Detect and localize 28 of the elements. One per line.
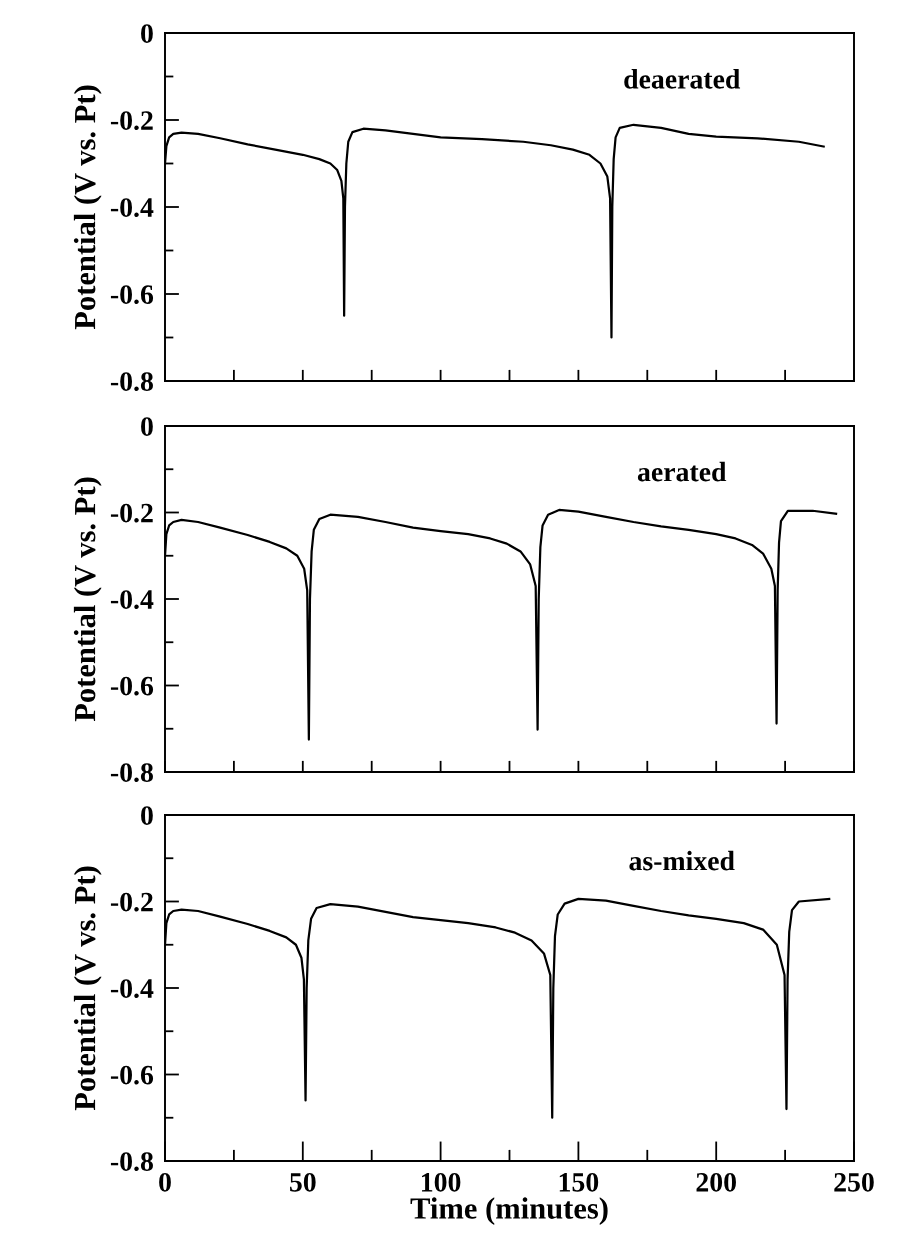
x-tick-label: 200 [696,1172,736,1192]
y-tick-label: 0 [141,417,153,436]
y-tick-label: -0.6 [110,676,154,696]
y-tick-label: 0 [141,806,153,825]
x-tick-label: 250 [834,1172,874,1192]
y-tick-label: -0.6 [110,285,154,305]
x-tick-label: 50 [290,1172,316,1192]
y-axis-title: Potential (V vs. Pt) [73,477,102,722]
y-tick-label: -0.8 [110,763,153,783]
y-tick-label: -0.4 [110,590,154,610]
y-axis-title: Potential (V vs. Pt) [73,85,102,330]
x-axis-title: Time (minutes) [410,1197,608,1226]
y-tick-label: -0.8 [110,372,153,392]
annotation: deaerated [624,69,741,89]
x-tick-label: 150 [559,1172,599,1192]
annotation: aerated [637,461,727,482]
y-axis-title: Potential (V vs. Pt) [73,866,102,1111]
y-tick-label: 0 [141,24,153,43]
y-tick-label: -0.2 [110,892,153,912]
x-tick-label: 100 [421,1172,461,1192]
y-tick-label: -0.4 [110,198,154,218]
annotation: as-mixed [629,850,735,871]
y-tick-label: -0.6 [110,1065,154,1085]
y-tick-label: -0.4 [110,979,154,999]
y-tick-label: -0.8 [110,1152,153,1172]
y-tick-label: -0.2 [110,503,153,523]
x-tick-label: 0 [159,1172,171,1192]
y-tick-label: -0.2 [110,111,153,131]
